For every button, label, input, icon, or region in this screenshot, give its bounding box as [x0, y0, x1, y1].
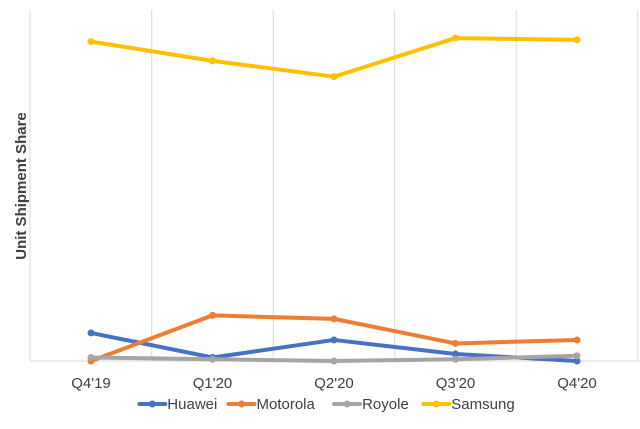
legend-marker: [432, 400, 440, 408]
data-point: [573, 336, 581, 344]
series-lines: [87, 34, 581, 365]
data-point: [330, 315, 338, 323]
legend: Huawei Motorola Royole Samsung: [137, 396, 515, 413]
data-point: [209, 355, 216, 363]
data-point: [452, 350, 459, 358]
legend-item-huawei: Huawei: [137, 396, 217, 413]
x-tick-label: Q3'20: [436, 375, 476, 392]
data-point: [330, 357, 338, 365]
legend-marker: [238, 400, 245, 408]
legend-marker: [343, 400, 351, 408]
grid-lines: [29, 10, 639, 361]
x-axis-ticks: Q4'19 Q1'20 Q2'20 Q3'20 Q4'20: [71, 375, 597, 392]
data-point: [87, 353, 95, 361]
legend-label: Royole: [362, 396, 409, 413]
data-point: [209, 57, 216, 65]
legend-label: Huawei: [167, 396, 217, 413]
legend-marker: [148, 400, 156, 408]
legend-item-samsung: Samsung: [421, 396, 515, 413]
legend-item-motorola: Motorola: [226, 396, 316, 413]
data-point: [452, 34, 459, 42]
x-tick-label: Q4'20: [557, 375, 597, 392]
data-point: [330, 336, 338, 344]
data-point: [87, 38, 95, 46]
legend-label: Samsung: [451, 396, 514, 413]
x-tick-label: Q1'20: [193, 375, 233, 392]
data-point: [452, 355, 459, 363]
data-point: [330, 73, 338, 81]
y-axis-label: Unit Shipment Share: [13, 112, 30, 260]
legend-item-royole: Royole: [332, 396, 409, 413]
series-samsung: [87, 34, 581, 81]
data-point: [87, 329, 95, 337]
series-line: [89, 36, 579, 79]
data-point: [209, 311, 216, 319]
data-point: [573, 36, 581, 44]
x-tick-label: Q4'19: [71, 375, 111, 392]
series-royole: [87, 352, 581, 365]
data-point: [573, 352, 581, 360]
data-point: [452, 339, 459, 347]
data-point: [573, 357, 581, 365]
legend-label: Motorola: [257, 396, 316, 413]
x-tick-label: Q2'20: [314, 375, 354, 392]
